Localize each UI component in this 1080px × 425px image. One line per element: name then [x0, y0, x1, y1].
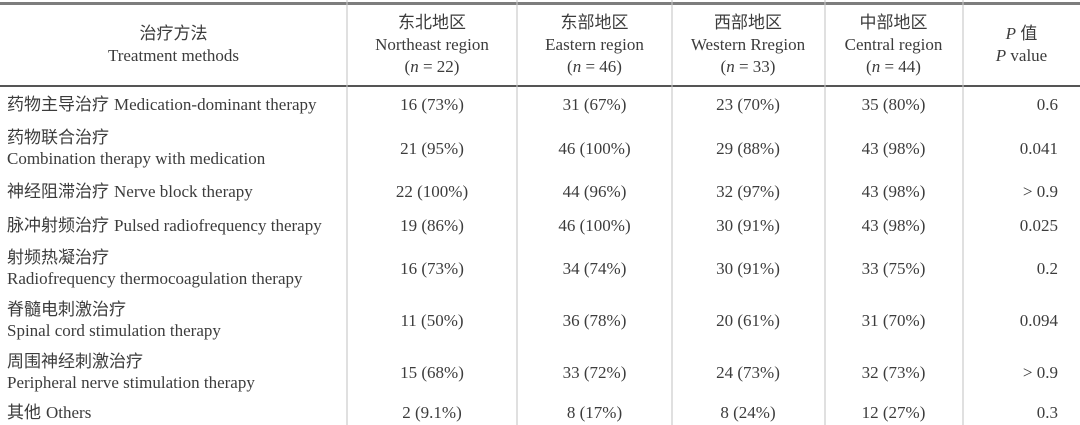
header-eastern-n: (n = 46)	[567, 57, 622, 76]
treatment-label: 药物主导治疗 Medication-dominant therapy	[7, 95, 317, 114]
header-p-value-en: P value	[995, 46, 1048, 65]
cell-western: 30 (91%)	[716, 258, 780, 278]
table-row: 药物联合治疗 Combination therapy with medicatio…	[0, 122, 1080, 174]
table-row: 其他 Others 2 (9.1%) 8 (17%) 8 (24%) 12 (27…	[0, 398, 1080, 425]
cell-central: 43 (98%)	[861, 181, 926, 201]
cell-eastern: 8 (17%)	[566, 403, 623, 422]
header-treatment-methods-en: Treatment methods	[107, 46, 240, 65]
cell-central: 43 (98%)	[861, 215, 926, 235]
header-eastern-region: 东部地区 Eastern region (n = 46)	[517, 3, 672, 87]
italic-n: n	[726, 57, 735, 76]
cell-central: 35 (80%)	[861, 95, 926, 114]
cell-central: 31 (70%)	[861, 310, 926, 330]
cell-northeast: 16 (73%)	[400, 95, 464, 114]
cell-p-value: 0.041	[1019, 138, 1058, 158]
cell-central: 32 (73%)	[861, 362, 926, 382]
cell-eastern: 44 (96%)	[562, 181, 627, 201]
cell-northeast: 2 (9.1%)	[402, 403, 462, 422]
cell-western: 29 (88%)	[716, 138, 780, 158]
cell-eastern: 31 (67%)	[562, 95, 627, 114]
italic-p: P	[995, 46, 1007, 65]
cell-eastern: 46 (100%)	[558, 138, 631, 158]
cell-eastern: 46 (100%)	[558, 215, 631, 235]
italic-p: P	[1005, 24, 1017, 43]
treatment-label: 药物联合治疗 Combination therapy with medicatio…	[7, 128, 266, 168]
header-p-value-zh: P 值	[1005, 24, 1038, 43]
treatment-label: 射频热凝治疗 Radiofrequency thermocoagulation t…	[7, 248, 303, 288]
header-row: 治疗方法 Treatment methods 东北地区 Northeast re…	[0, 3, 1080, 87]
cell-p-value: 0.094	[1019, 310, 1058, 330]
cell-p-value: 0.6	[1036, 95, 1058, 114]
header-central-region: 中部地区 Central region (n = 44)	[824, 3, 963, 87]
cell-northeast: 16 (73%)	[400, 258, 464, 278]
cell-central: 33 (75%)	[861, 258, 926, 278]
italic-n: n	[410, 57, 419, 76]
table-row: 射频热凝治疗 Radiofrequency thermocoagulation t…	[0, 242, 1080, 294]
cell-p-value: 0.3	[1036, 403, 1058, 422]
cell-eastern: 36 (78%)	[562, 310, 627, 330]
header-northeast-en: Northeast region	[375, 35, 489, 54]
header-western-zh: 西部地区	[714, 13, 782, 32]
cell-p-value: > 0.9	[1022, 362, 1058, 382]
cell-western: 23 (70%)	[716, 95, 780, 114]
header-central-n: (n = 44)	[866, 57, 921, 76]
header-northeast-zh: 东北地区	[398, 13, 466, 32]
cell-western: 32 (97%)	[716, 181, 780, 201]
cell-northeast: 21 (95%)	[400, 138, 464, 158]
cell-western: 24 (73%)	[716, 362, 780, 382]
cell-eastern: 34 (74%)	[562, 258, 627, 278]
header-p-value: P 值 P value	[963, 3, 1080, 87]
header-western-region: 西部地区 Western Rregion (n = 33)	[672, 3, 824, 87]
header-central-en: Central region	[844, 35, 943, 54]
italic-n: n	[572, 57, 582, 76]
cell-western: 8 (24%)	[720, 403, 776, 422]
header-northeast-n: (n = 22)	[404, 57, 460, 76]
table-row: 药物主导治疗 Medication-dominant therapy 16 (73…	[0, 86, 1080, 122]
header-treatment-methods-zh: 治疗方法	[139, 24, 208, 43]
table-row: 周围神经刺激治疗 Peripheral nerve stimulation the…	[0, 346, 1080, 398]
header-eastern-zh: 东部地区	[560, 13, 629, 32]
cell-northeast: 19 (86%)	[400, 215, 464, 235]
cell-p-value: > 0.9	[1022, 181, 1058, 201]
header-northeast-region: 东北地区 Northeast region (n = 22)	[347, 3, 517, 87]
table-row: 脉冲射频治疗 Pulsed radiofrequency therapy 19 (…	[0, 208, 1080, 242]
cell-p-value: 0.025	[1019, 215, 1058, 235]
header-eastern-en: Eastern region	[545, 35, 644, 54]
header-western-en: Western Rregion	[690, 35, 806, 54]
treatment-label: 其他 Others	[7, 403, 92, 422]
table-row: 神经阻滞治疗 Nerve block therapy 22 (100%) 44 (…	[0, 174, 1080, 208]
table-header: 治疗方法 Treatment methods 东北地区 Northeast re…	[0, 3, 1080, 87]
table-row: 脊髓电刺激治疗 Spinal cord stimulation therapy 1…	[0, 294, 1080, 346]
treatment-label: 脊髓电刺激治疗 Spinal cord stimulation therapy	[7, 300, 221, 340]
treatment-label: 神经阻滞治疗 Nerve block therapy	[7, 181, 253, 201]
cell-northeast: 22 (100%)	[395, 181, 469, 201]
header-treatment-methods: 治疗方法 Treatment methods	[0, 3, 347, 87]
cell-northeast: 15 (68%)	[400, 362, 464, 382]
treatment-label: 周围神经刺激治疗 Peripheral nerve stimulation the…	[7, 352, 255, 392]
cell-p-value: 0.2	[1036, 258, 1058, 278]
treatment-label: 脉冲射频治疗 Pulsed radiofrequency therapy	[7, 215, 322, 235]
cell-northeast: 11 (50%)	[400, 310, 464, 330]
cell-central: 12 (27%)	[861, 403, 926, 422]
header-western-n: (n = 33)	[720, 57, 776, 76]
cell-eastern: 33 (72%)	[562, 362, 627, 382]
cell-western: 20 (61%)	[716, 310, 780, 330]
cell-central: 43 (98%)	[861, 138, 926, 158]
italic-n: n	[871, 57, 881, 76]
header-central-zh: 中部地区	[859, 13, 928, 32]
cell-western: 30 (91%)	[716, 215, 780, 235]
table-body: 药物主导治疗 Medication-dominant therapy 16 (73…	[0, 86, 1080, 425]
